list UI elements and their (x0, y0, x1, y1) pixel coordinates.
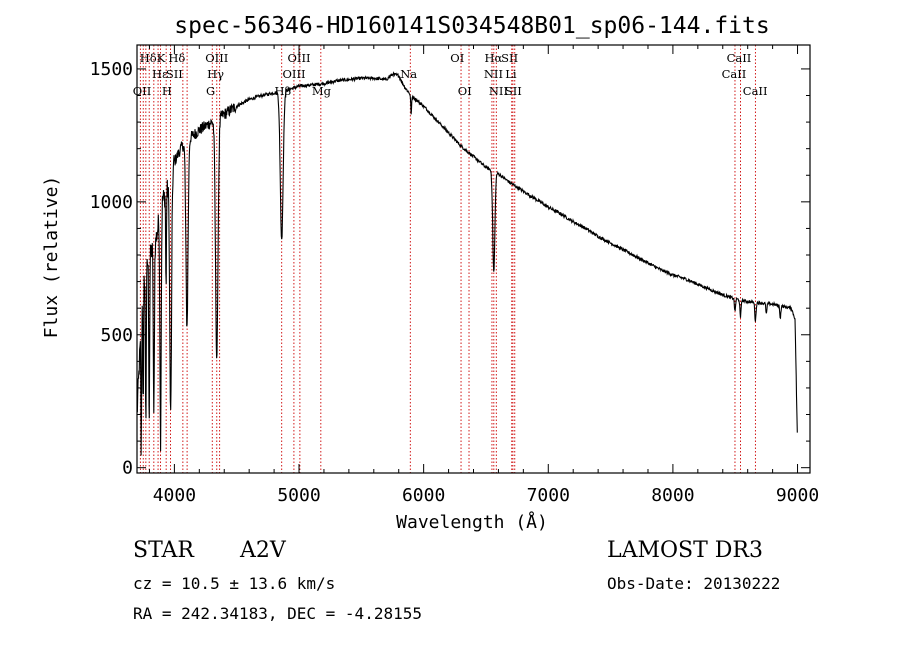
line-label: Hβ (274, 84, 291, 98)
y-tick-label: 1000 (90, 192, 133, 213)
x-tick-label: 8000 (651, 485, 694, 506)
line-label: Na (400, 67, 417, 81)
plot-frame (136, 44, 811, 474)
y-tick-label: 1500 (90, 59, 133, 80)
object-subclass: A2V (240, 538, 286, 563)
line-label: CaII (722, 67, 747, 81)
line-label: SII (505, 84, 522, 98)
y-axis-label: Flux (relative) (41, 176, 62, 339)
x-tick-label: 5000 (277, 485, 320, 506)
line-label: NII (484, 67, 503, 81)
line-label: Mg (312, 84, 332, 98)
y-tick-label: 500 (100, 325, 133, 346)
object-class: STAR (133, 538, 194, 563)
line-label: Hδ (168, 51, 185, 65)
line-label: OIII (205, 51, 228, 65)
observation-date: Obs-Date: 20130222 (607, 574, 781, 593)
x-tick-label: 9000 (776, 485, 819, 506)
line-label: OI (458, 84, 472, 98)
line-label: OIII (283, 67, 306, 81)
line-label: Li (505, 67, 517, 81)
line-label: SII (501, 51, 518, 65)
x-axis-ticks: 4000 5000 6000 7000 8000 9000 (148, 45, 819, 506)
line-label: Hδ (140, 51, 157, 65)
x-axis-label: Wavelength (Å) (396, 511, 548, 533)
line-label: K (157, 51, 166, 65)
line-label: Hε (152, 67, 168, 81)
redshift-velocity: cz = 10.5 ± 13.6 km/s (133, 574, 336, 593)
line-label: Hγ (207, 67, 224, 81)
y-tick-label: 0 (122, 458, 133, 479)
survey-name: LAMOST DR3 (607, 538, 763, 563)
line-label: NII (489, 84, 508, 98)
spectrum-line (136, 71, 798, 456)
coordinates: RA = 242.34183, DEC = -4.28155 (133, 604, 422, 623)
line-label: SII (166, 67, 183, 81)
x-tick-label: 7000 (527, 485, 570, 506)
line-label: Hα (485, 51, 503, 65)
line-label: G (206, 84, 215, 98)
x-tick-label: 4000 (153, 485, 196, 506)
emission-line-markers (139, 45, 756, 473)
line-label: CaII (727, 51, 752, 65)
x-tick-label: 6000 (402, 485, 445, 506)
line-label: OI (450, 51, 464, 65)
line-label: OIII (287, 51, 310, 65)
chart-title: spec-56346-HD160141S034548B01_sp06-144.f… (174, 13, 769, 39)
y-axis-ticks: 0 500 1000 1500 (90, 59, 810, 479)
line-label: OII (133, 84, 152, 98)
line-label: CaII (743, 84, 768, 98)
emission-line-labels: Hδ OII K Hε H Hδ SII OIII Hγ G Hβ OIII OIII Mg Na OI OI H… (133, 51, 768, 98)
line-label: H (162, 84, 172, 98)
